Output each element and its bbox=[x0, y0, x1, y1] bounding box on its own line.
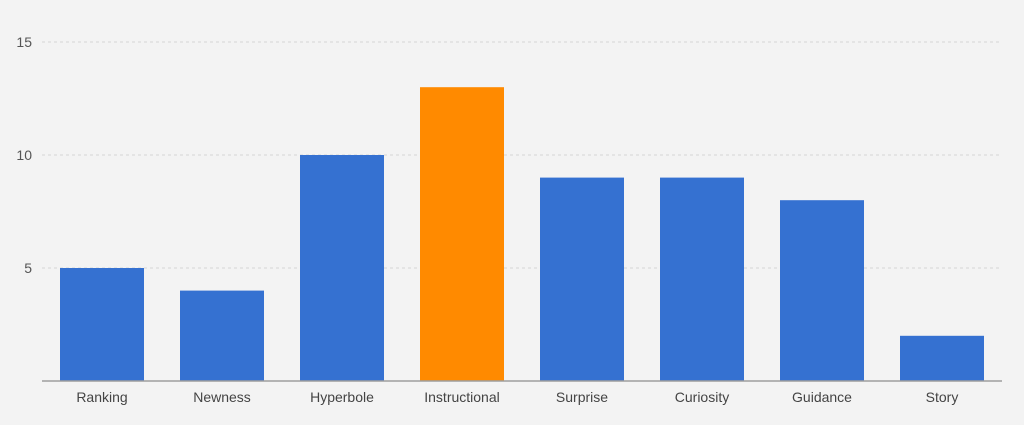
x-tick-label: Curiosity bbox=[675, 389, 729, 405]
y-tick-label: 15 bbox=[16, 34, 32, 50]
bars bbox=[60, 87, 984, 381]
x-tick-label: Surprise bbox=[556, 389, 608, 405]
bar-curiosity bbox=[660, 177, 744, 381]
y-axis-tick-labels: 5 10 15 bbox=[16, 34, 32, 276]
bar-surprise bbox=[540, 177, 624, 381]
x-tick-label: Story bbox=[926, 389, 959, 405]
bar-newness bbox=[180, 290, 264, 381]
x-tick-label: Ranking bbox=[76, 389, 127, 405]
x-tick-label: Instructional bbox=[424, 389, 499, 405]
bar-ranking bbox=[60, 268, 144, 381]
y-tick-label: 5 bbox=[24, 260, 32, 276]
bar-instructional bbox=[420, 87, 504, 381]
x-tick-label: Hyperbole bbox=[310, 389, 374, 405]
bar-guidance bbox=[780, 200, 864, 381]
y-tick-label: 10 bbox=[16, 147, 32, 163]
x-axis-tick-labels: Ranking Newness Hyperbole Instructional Surp… bbox=[76, 389, 958, 405]
x-tick-label: Newness bbox=[193, 389, 251, 405]
bar-hyperbole bbox=[300, 155, 384, 381]
bar-story bbox=[900, 335, 984, 381]
x-tick-label: Guidance bbox=[792, 389, 852, 405]
